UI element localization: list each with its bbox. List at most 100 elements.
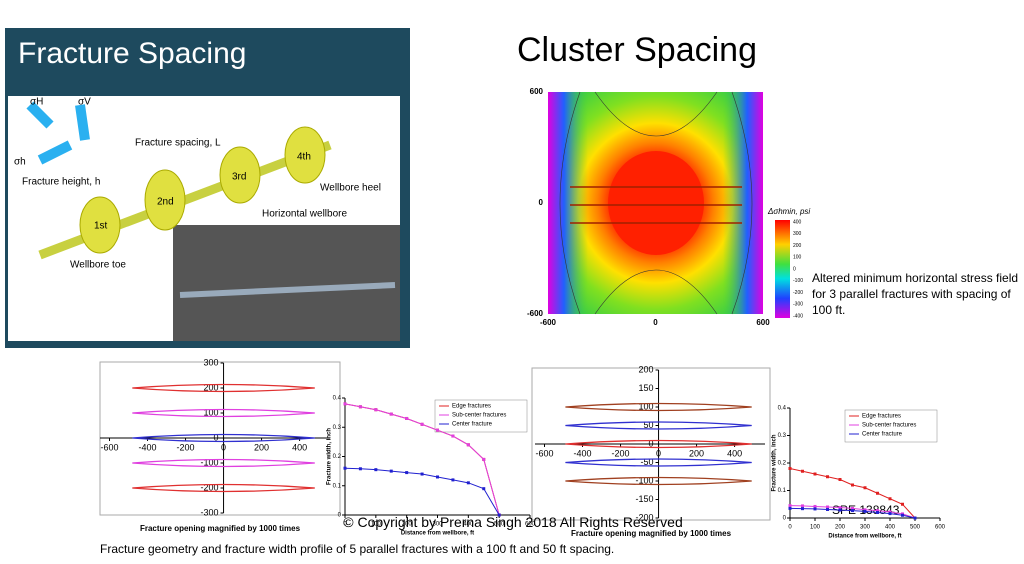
y-tick-label: -150: [636, 494, 654, 504]
x-tick-label: 400: [463, 522, 474, 528]
legend-label: Center fracture: [452, 422, 493, 428]
marker: [466, 443, 470, 447]
marker: [851, 506, 854, 510]
marker: [876, 509, 879, 513]
legend-label: Edge fractures: [862, 414, 901, 420]
x-axis-label: Distance from wellbore, ft: [401, 531, 474, 537]
marker: [813, 504, 817, 508]
marker: [851, 509, 854, 513]
y-tick-label: 0.2: [333, 454, 342, 460]
y-tick-label: 0: [338, 513, 342, 519]
label: 1st: [94, 221, 108, 232]
y-tick-label: 0.1: [778, 488, 787, 494]
colorbar-tick-label: 200: [793, 243, 802, 249]
panel-title: Cluster Spacing: [517, 31, 757, 69]
contours: [559, 91, 753, 315]
y-tick-label: 0: [783, 516, 787, 522]
x-tick-label: 600: [525, 522, 536, 528]
x-axis-label: Fracture opening magnified by 1000 times: [140, 524, 301, 533]
marker: [801, 469, 804, 473]
marker: [813, 472, 817, 476]
y-tick-label: 300: [204, 357, 219, 367]
marker: [863, 508, 867, 512]
caption: Fracture geometry and fracture width pro…: [100, 542, 614, 556]
marker: [901, 513, 904, 517]
y-tick-label: 200: [639, 364, 654, 374]
label: 2nd: [157, 197, 174, 208]
y-tick-label: 0.2: [778, 461, 787, 467]
fracture: [565, 458, 752, 467]
marker: [888, 497, 892, 501]
y-tick-label: 0: [539, 198, 544, 207]
right-panel: Cluster Spacing Δσhmin, psi Altered mini…: [517, 31, 1019, 318]
label: 3rd: [232, 172, 246, 183]
fracture: [132, 383, 315, 393]
x-tick-label: -200: [177, 442, 195, 452]
fracture: [132, 483, 315, 493]
x-tick-label: 500: [910, 525, 921, 531]
fracture: [132, 408, 315, 418]
colorbar-label: Δσhmin, psi: [767, 207, 810, 216]
marker: [788, 467, 792, 470]
label: 4th: [297, 152, 311, 163]
label: σH: [30, 97, 43, 108]
marker: [838, 508, 842, 512]
fracture: [565, 476, 752, 486]
x-axis-label: Fracture opening magnified by 1000 times: [571, 529, 732, 538]
x-tick-label: 200: [835, 525, 846, 531]
fracture: [132, 458, 315, 468]
stress-edge: [723, 92, 763, 314]
x-tick-label: 500: [494, 522, 505, 528]
marker: [451, 434, 455, 438]
legend-label: Center fracture: [862, 432, 903, 438]
marker: [374, 468, 378, 472]
y-tick-label: -100: [201, 457, 219, 467]
caption: Altered minimum horizontal stress field …: [812, 271, 1019, 317]
marker: [863, 486, 867, 490]
colorbar-tick-label: -300: [793, 302, 803, 308]
y-tick-label: 100: [204, 407, 219, 417]
left-panel: Fracture Spacing σH σV σh Fracture spaci…: [5, 28, 410, 348]
marker: [826, 505, 829, 509]
marker: [826, 507, 829, 511]
marker: [888, 512, 892, 516]
y-tick-label: 600: [530, 87, 544, 96]
x-axis-label: Distance from wellbore, ft: [828, 534, 901, 540]
panel-title: Fracture Spacing: [18, 37, 246, 70]
marker: [420, 422, 424, 426]
marker: [876, 491, 879, 495]
caption-box: Altered minimum horizontal stress field …: [812, 271, 1019, 317]
marker: [788, 506, 792, 510]
marker: [876, 511, 879, 514]
y-tick-label: 0.3: [333, 425, 342, 431]
stress-edge: [548, 92, 588, 314]
marker: [374, 408, 378, 412]
stress-core: [608, 151, 704, 255]
y-tick-label: 0.4: [778, 406, 787, 412]
y-tick-label: 0.4: [333, 396, 342, 402]
y-tick-label: 0: [214, 432, 219, 442]
source: SPE 154930: [16, 328, 67, 338]
legend-label: Sub-center fractures: [862, 423, 916, 429]
x-tick-label: -200: [612, 448, 630, 458]
x-tick-label: 300: [860, 525, 871, 531]
fracture-lines: [570, 186, 742, 224]
label: Fracture spacing, L: [135, 138, 221, 149]
x-tick-label: 300: [432, 522, 443, 528]
marker: [389, 412, 393, 416]
colorbar-tick-label: -100: [793, 278, 803, 284]
x-tick-label: 400: [885, 525, 896, 531]
y-tick-label: 150: [639, 383, 654, 393]
x-tick-label: 400: [727, 448, 742, 458]
x-tick-label: -600: [100, 442, 118, 452]
x-tick-label: 200: [689, 448, 704, 458]
y-tick-label: 100: [639, 401, 654, 411]
x-tick-label: 0: [788, 525, 792, 531]
wellbore-image: [179, 282, 396, 298]
marker: [389, 469, 393, 473]
legend-box: [844, 409, 938, 443]
marker: [851, 483, 854, 487]
label: Wellbore toe: [70, 260, 126, 271]
colorbar-tick-label: -400: [793, 313, 803, 319]
x-tick-label: 0: [653, 318, 658, 327]
